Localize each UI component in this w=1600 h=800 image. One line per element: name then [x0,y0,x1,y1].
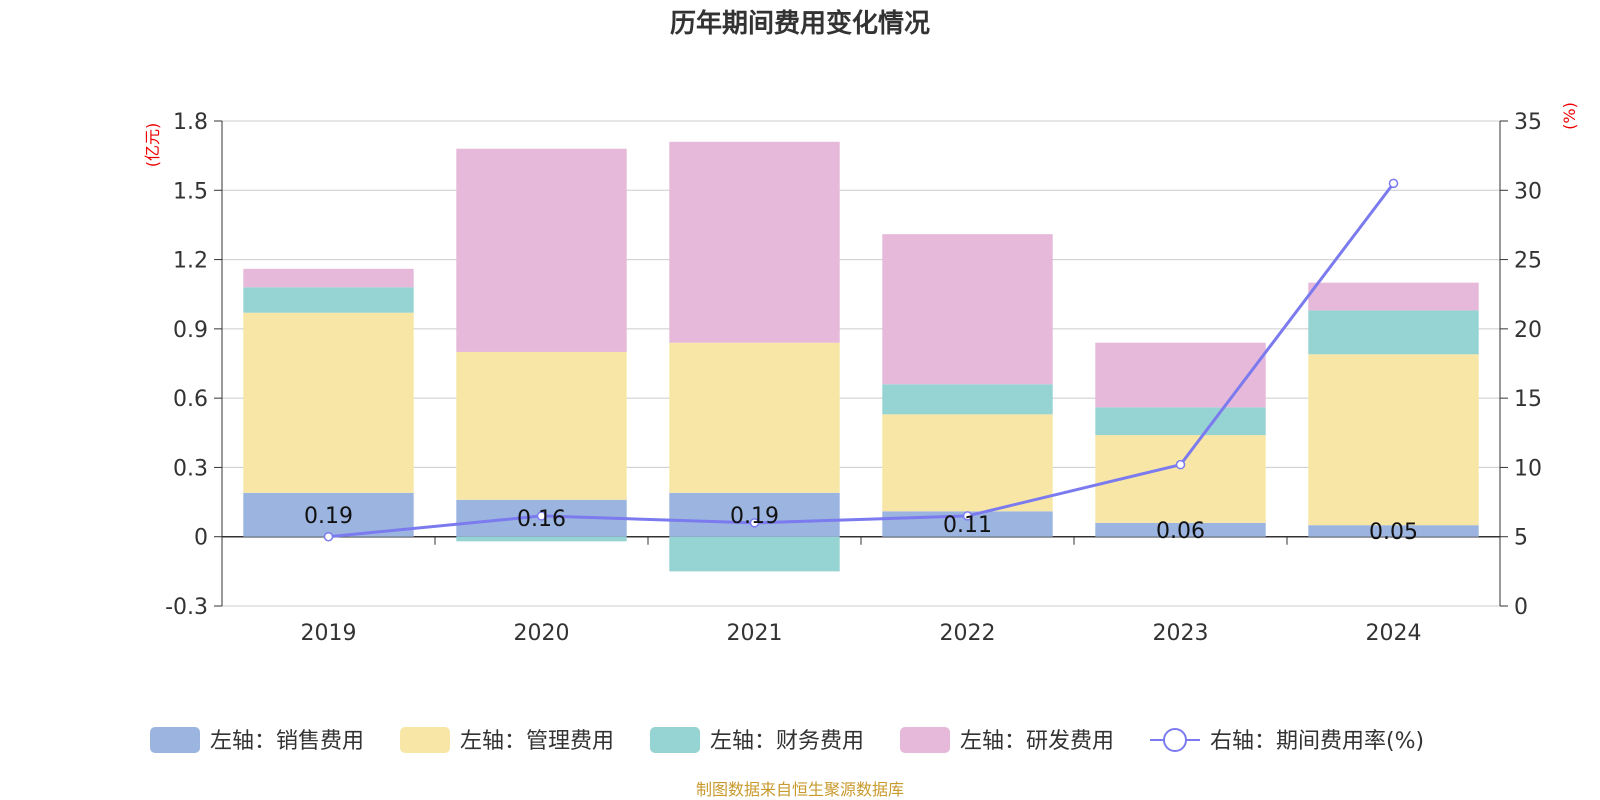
bar-segment [882,234,1053,385]
bar-segment [1308,525,1479,537]
bar-series [243,141,1479,572]
right-tick-label: 25 [1514,249,1542,274]
bar-segment [882,384,1053,415]
legend-label: 左轴：研发费用 [960,729,1114,754]
rate-point [1175,459,1186,470]
legend[interactable]: 左轴：销售费用 左轴：管理费用 左轴：财务费用 左轴：研发费用 右轴：期间费用率(%) [150,727,1424,754]
bar-segment [669,141,840,343]
bar-segment [669,536,840,572]
bar-segment [243,287,414,313]
bar-segment [456,148,627,352]
legend-label: 右轴：期间费用率(%) [1210,729,1424,754]
axes: 1.8 1.5 1.2 0.9 0.6 0.3 0 -0.3 35 30 25 20 15 10 5 0 201… [165,110,1542,646]
bar-segment [1095,522,1266,537]
bar-segment [669,342,840,493]
bar-segment [1095,407,1266,436]
bar-segment [1095,342,1266,408]
right-axis-unit: (%) [1560,102,1579,130]
legend-swatch [650,727,700,753]
x-tick-label: 2019 [301,621,357,646]
source-note: 制图数据来自恒生聚源数据库 [696,780,904,799]
bar-value-label: 0.05 [1369,520,1418,545]
bar-value-label: 0.19 [730,504,779,529]
rate-line [328,182,1395,539]
right-tick-label: 10 [1514,456,1542,481]
rate-point [536,511,547,521]
x-tick-label: 2021 [727,621,783,646]
bar-segment [1308,310,1479,355]
rate-point [962,511,973,521]
bar-value-label: 0.19 [304,504,353,529]
left-tick-label: 0.3 [173,456,208,481]
bar-segment [243,312,414,493]
x-tick-label: 2023 [1153,621,1209,646]
left-tick-label: 0 [194,526,208,551]
bar-segment [456,536,627,542]
bar-segment [456,351,627,500]
right-tick-label: 30 [1514,179,1542,204]
legend-label: 左轴：管理费用 [460,729,614,754]
right-tick-label: 35 [1514,110,1542,135]
bar-segment [882,414,1053,512]
right-tick-label: 20 [1514,318,1542,343]
bar-value-label: 0.16 [517,507,566,532]
right-tick-label: 15 [1514,387,1542,412]
bar-segment [1308,282,1479,311]
bar-segment [243,492,414,537]
x-tick-label: 2022 [940,621,996,646]
right-tick-label: 5 [1514,526,1528,551]
rate-line-series [323,178,1399,542]
legend-label: 左轴：销售费用 [210,729,364,754]
left-tick-label: -0.3 [165,595,208,620]
bar-value-label: 0.11 [943,513,992,538]
legend-circle-icon [1163,728,1187,752]
bar-value-label: 0.06 [1156,519,1205,544]
left-tick-label: 0.6 [173,387,208,412]
right-tick-label: 0 [1514,595,1528,620]
rate-point [749,518,760,528]
left-axis-unit: (亿元) [143,123,162,168]
x-tick-label: 2024 [1366,621,1422,646]
rate-point [323,531,334,542]
left-tick-label: 0.9 [173,318,208,343]
left-tick-label: 1.5 [173,179,208,204]
legend-swatch [150,727,200,753]
legend-swatch [400,727,450,753]
rate-point [1388,178,1399,189]
bar-segment [243,268,414,288]
legend-label: 左轴：财务费用 [710,729,864,754]
left-tick-label: 1.8 [173,110,208,135]
chart-title: 历年期间费用变化情况 [670,8,930,39]
legend-swatch [900,727,950,753]
x-tick-label: 2020 [514,621,570,646]
left-tick-label: 1.2 [173,249,208,274]
data-labels: 0.19 0.16 0.19 0.11 0.06 0.05 [304,504,1418,545]
bar-segment [669,492,840,537]
bar-segment [1308,354,1479,526]
